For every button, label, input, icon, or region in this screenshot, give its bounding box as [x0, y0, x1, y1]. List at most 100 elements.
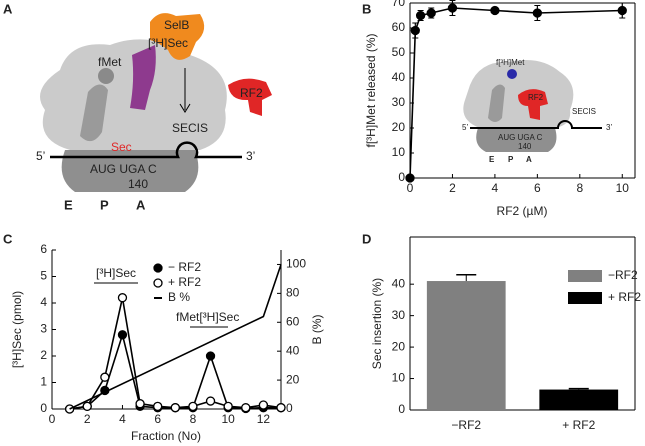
legend-marker — [153, 263, 163, 273]
y-tick-label: 0 — [398, 170, 405, 184]
annotation: fMet[³H]Sec — [176, 310, 239, 324]
large-subunit — [463, 59, 574, 129]
ribosome-diagram: SelB [³H]Sec fMet RF2 SECIS Sec 5’ 3’ AU… — [36, 13, 272, 212]
data-point — [532, 8, 543, 18]
mrna — [470, 120, 602, 129]
x-tick-label: −RF2 — [451, 418, 481, 432]
panel-label: D — [362, 231, 371, 246]
panel-label: C — [3, 231, 13, 246]
legend-swatch — [568, 292, 602, 304]
y-tick-label: 0 — [398, 402, 405, 416]
y-tick-label: 30 — [392, 308, 406, 322]
y2-tick-label: 60 — [286, 314, 300, 328]
data-point — [188, 401, 198, 412]
site-label: E — [64, 197, 73, 212]
data-point — [82, 401, 92, 412]
x-tick-label: 4 — [119, 412, 126, 426]
sec-trna — [130, 45, 156, 110]
panel-label: A — [3, 1, 13, 16]
annotation: [³H]Sec — [96, 266, 136, 280]
data-point — [415, 10, 426, 21]
y-tick-label: 3 — [40, 322, 47, 336]
small-subunit — [61, 150, 199, 192]
y-tick-label: 5 — [40, 269, 47, 283]
legend-label: + RF2 — [168, 275, 201, 289]
y2-tick-label: 0 — [286, 401, 293, 415]
series-line — [69, 264, 282, 410]
y2-tick-label: 20 — [286, 372, 300, 386]
data-point — [100, 372, 110, 382]
label: SECIS — [572, 107, 596, 116]
fmet — [507, 69, 517, 79]
label: [³H]Sec — [148, 36, 188, 50]
x-tick-label: 6 — [154, 412, 161, 426]
y-tick-label: 20 — [392, 339, 406, 353]
y-tick-label: 70 — [392, 0, 406, 9]
y-tick-label: 20 — [392, 120, 406, 134]
data-point — [617, 5, 627, 16]
label: Sec — [111, 140, 132, 154]
y2-tick-label: 80 — [286, 286, 300, 300]
legend-label: − RF2 — [168, 260, 201, 274]
data-point — [258, 400, 269, 410]
y-tick-label: 4 — [40, 295, 47, 309]
arrow-head — [179, 103, 191, 113]
y-tick-label: 2 — [40, 348, 47, 362]
label: AUG UGA C — [90, 162, 157, 176]
x-axis-label: RF2 (µM) — [497, 204, 548, 218]
data-point — [117, 330, 128, 340]
data-point — [426, 8, 436, 18]
y-axis-label: [³H]Sec (pmol) — [10, 291, 24, 368]
y-tick-label: 0 — [40, 401, 47, 415]
x-tick-label: 6 — [534, 181, 541, 195]
label: 5’ — [462, 123, 468, 132]
y-tick-label: 1 — [40, 375, 47, 389]
y-tick-label: 30 — [392, 95, 406, 109]
site-label: A — [526, 155, 532, 164]
site-label: E — [489, 155, 495, 164]
y2-tick-label: 40 — [286, 343, 300, 357]
y-tick-label: 10 — [392, 371, 406, 385]
series-line — [69, 331, 281, 410]
bar — [426, 281, 506, 410]
x-tick-label: 4 — [492, 181, 499, 195]
data-point — [405, 173, 415, 183]
label: SECIS — [172, 121, 208, 135]
label: 140 — [128, 177, 148, 191]
data-point — [276, 403, 286, 413]
rf2 — [518, 89, 548, 120]
fmet — [98, 68, 114, 84]
label: 140 — [518, 142, 532, 151]
y-axis-label: Sec insertion (%) — [370, 278, 384, 369]
y2-tick-label: 100 — [286, 257, 306, 271]
legend-label: + RF2 — [608, 290, 641, 304]
trna — [80, 84, 108, 142]
data-point — [205, 351, 216, 361]
label: fMet — [98, 55, 122, 69]
y-tick-label: 6 — [40, 242, 47, 256]
rf2 — [228, 78, 272, 116]
data-point — [410, 25, 420, 36]
y2-axis-label: B (%) — [310, 314, 324, 344]
panel-label: B — [362, 1, 371, 16]
label: AUG UGA C — [498, 133, 543, 142]
x-tick-label: 10 — [616, 181, 630, 195]
selb — [150, 13, 205, 60]
x-tick-label: 12 — [257, 412, 271, 426]
small-subunit — [476, 128, 557, 152]
data-point — [170, 403, 180, 413]
y-tick-label: 40 — [392, 70, 406, 84]
label: 3’ — [246, 149, 255, 163]
data-point — [117, 293, 128, 303]
bar — [539, 389, 619, 410]
label: 3’ — [606, 123, 612, 132]
site-label: P — [100, 197, 109, 212]
x-tick-label: 8 — [190, 412, 197, 426]
data-point — [223, 401, 233, 412]
y-axis-label: f[³H]Met released (%) — [364, 33, 378, 147]
x-tick-label: 10 — [221, 412, 235, 426]
data-point — [153, 401, 163, 412]
label: SelB — [164, 18, 189, 32]
inset-diagram: f[³H]Met RF2 SECIS 5’ 3’ AUG UGA C 140 E… — [462, 58, 612, 164]
data-point — [135, 399, 145, 409]
